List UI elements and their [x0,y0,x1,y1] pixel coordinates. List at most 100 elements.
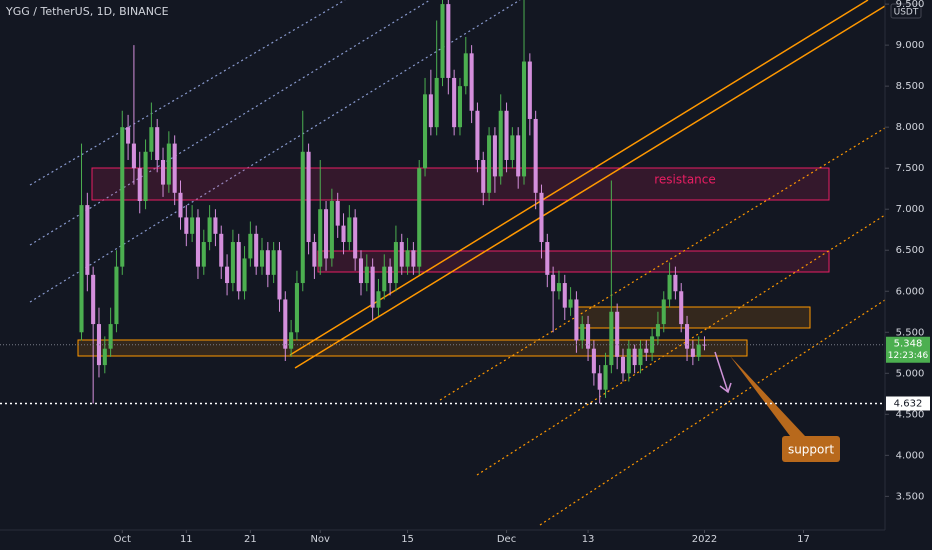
channel-line [29,0,346,186]
y-tick-label: 9.500 [896,0,925,10]
candle-body [96,324,102,366]
candle-body [586,324,591,349]
candle-body [452,77,457,128]
candle-body [108,324,113,349]
x-tick-label: 11 [180,534,193,545]
candle-body [551,274,556,292]
candle-body [428,94,433,128]
candle-body [324,209,329,259]
price-label: 4.632 [894,398,923,409]
candle-body [265,250,270,275]
candle-body [364,266,369,284]
y-tick-label: 4.000 [896,450,925,461]
candle-body [661,299,666,325]
candle-body [225,266,230,284]
countdown: 12:23:46 [888,351,929,361]
candle-body [556,283,561,292]
candle-body [469,53,474,111]
candle-body [422,94,428,169]
candle-body [574,299,579,341]
candle-body [347,217,352,243]
candle-body [201,242,206,267]
currency-label: USDT [894,8,919,18]
candle-body [242,258,247,292]
candle-body [562,283,567,308]
channel-line [29,0,521,303]
support-zone [77,339,748,357]
y-tick-label: 8.000 [896,122,925,133]
candle-body [219,233,224,267]
candle-body [143,151,148,202]
y-tick-label: 4.500 [896,409,925,420]
channel-line [539,299,886,526]
candle-body [382,266,387,292]
y-tick-label: 9.000 [896,40,925,51]
y-tick-label: 8.500 [896,81,925,92]
y-tick-label: 5.000 [896,368,925,379]
candle-body [294,283,299,333]
x-tick-label: Oct [114,534,131,545]
candle-body [457,86,463,128]
candle-body [679,291,684,325]
candle-body [696,344,701,357]
y-tick-label: 7.500 [896,163,925,174]
y-tick-label: 6.500 [896,245,925,256]
candle-body [114,266,119,325]
candle-body [591,348,596,374]
candle-body [487,135,492,193]
candle-body [79,205,84,333]
x-tick-label: 21 [244,534,257,545]
candle-body [434,77,439,128]
candle-body [236,242,241,292]
candle-body [504,110,509,160]
x-tick-label: 15 [401,534,414,545]
candle-body [492,135,497,177]
x-tick-label: Nov [310,534,330,545]
candle-body [155,127,160,160]
candle-body [126,127,131,144]
candle-body [248,233,253,259]
channel-line [439,127,886,401]
candle-body [213,217,218,234]
candle-body [521,61,527,177]
candle-body [498,110,503,177]
candle-body [702,344,707,346]
candle-body [626,348,631,374]
candle-body [271,250,276,275]
currency-badge [890,3,922,19]
candle-body [685,324,690,349]
trend-line [289,0,869,356]
candle-body [690,348,695,357]
candle-body [306,151,311,243]
candle-body [166,143,171,185]
candle-body [510,135,515,160]
candle-body [195,217,200,267]
candle-body [277,250,282,300]
candle-body [539,192,544,243]
price-badge [886,396,930,411]
candle-body [289,332,294,349]
candle-body [388,266,393,284]
last-price-label: 5.348 [894,339,923,350]
candle-body [283,299,288,349]
candle-body [85,205,90,275]
candle-body [149,127,154,152]
last-price-badge [886,336,930,363]
callout-pointer [730,356,805,436]
candle-body [91,274,96,325]
candle-body [446,4,451,78]
candle-body [650,336,655,353]
y-tick-label: 7.000 [896,204,925,215]
candle-body [615,311,620,357]
candle-body [673,274,678,292]
drawings [29,0,886,526]
candle-body [102,348,107,366]
candle-body [638,348,643,366]
plot [79,0,707,404]
candle-body [527,61,532,119]
candle-body [190,217,195,234]
candle-body [417,168,422,267]
x-tick-label: 13 [582,534,595,545]
candle-body [609,311,614,366]
